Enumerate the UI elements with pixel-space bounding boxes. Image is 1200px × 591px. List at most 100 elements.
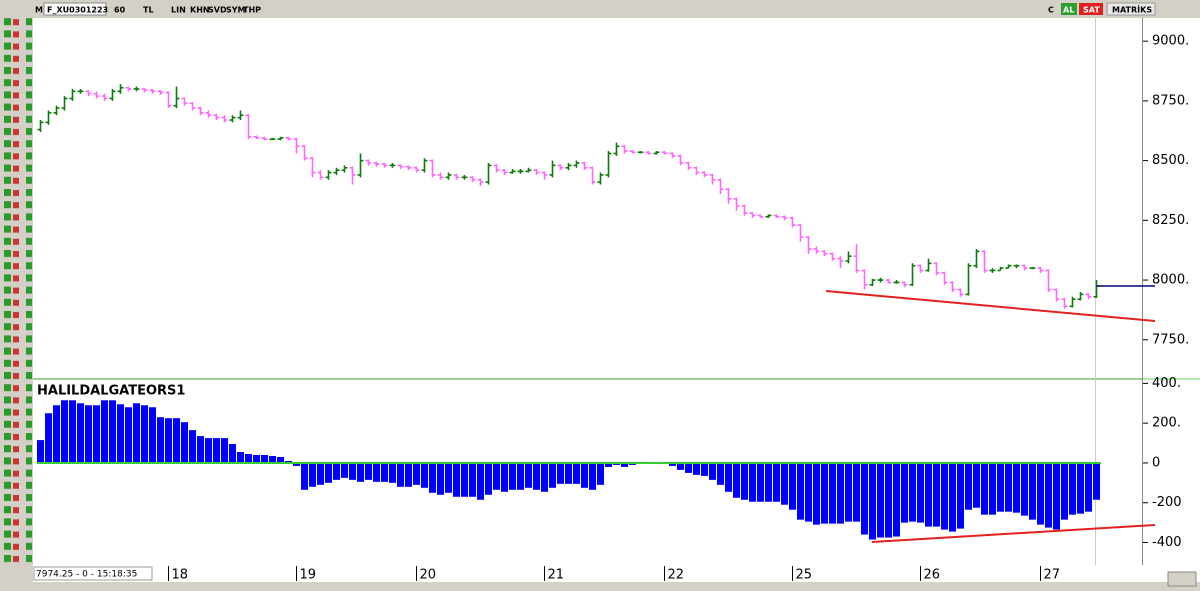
histogram-bar (989, 462, 996, 515)
y-tick-label: 8000. (1152, 273, 1189, 288)
toolbar-item[interactable]: KHN (190, 6, 210, 15)
histogram-bar (1061, 462, 1068, 520)
histogram-bar (341, 462, 348, 478)
histogram-bar (261, 454, 268, 463)
histogram-bar (477, 462, 484, 500)
histogram-bar (109, 400, 116, 463)
toolbar-item[interactable]: M (35, 6, 43, 15)
price-panel (33, 18, 1143, 378)
histogram-bar (325, 462, 332, 483)
histogram-bar (493, 462, 500, 490)
histogram-bar (101, 400, 108, 463)
histogram-bar (429, 462, 436, 493)
sell-button[interactable] (1079, 3, 1103, 15)
histogram-bar (813, 462, 820, 525)
y-tick-label: 0 (1152, 455, 1160, 470)
scroll-button[interactable] (1167, 571, 1197, 587)
histogram-bar (837, 462, 844, 524)
histogram-bar (317, 462, 324, 485)
histogram-bar (469, 462, 476, 497)
histogram-bar (509, 462, 516, 490)
histogram-bar (773, 462, 780, 502)
histogram-bar (597, 462, 604, 485)
histogram-bar (533, 462, 540, 490)
x-tick-label: 19 (300, 568, 317, 583)
tool-icons[interactable] (2, 18, 32, 563)
buy-button[interactable] (1061, 3, 1077, 15)
histogram-bar (1021, 462, 1028, 516)
symbol[interactable]: F_XU0301223 (47, 6, 108, 15)
histogram-bar (701, 462, 708, 476)
histogram-bar (1077, 462, 1084, 514)
histogram-bar (37, 440, 44, 463)
histogram-bar (781, 462, 788, 505)
buy-label[interactable]: AL (1063, 6, 1074, 15)
histogram-bar (861, 462, 868, 535)
x-tick-label: 22 (668, 568, 685, 583)
trend-line[interactable] (871, 524, 1156, 543)
marks: 7750. 8000. 8250. 8500. 8750. 9000. 400. 200. 0 -… (37, 34, 1189, 583)
histogram-bar (909, 462, 916, 522)
x-tick-label: 18 (172, 568, 189, 583)
histogram-bar (501, 462, 508, 492)
histogram-bar (53, 405, 60, 463)
toolbar-item[interactable]: 60 (114, 6, 126, 15)
histogram-bar (941, 462, 948, 530)
histogram-bar (733, 462, 740, 498)
histogram-bar (877, 462, 884, 538)
histogram-bar (525, 462, 532, 488)
sell-label[interactable]: SAT (1083, 6, 1100, 15)
toolbar-item[interactable]: LIN (171, 6, 186, 15)
histogram-bar (981, 462, 988, 515)
value-axis-area (1143, 18, 1200, 565)
histogram-bar (717, 462, 724, 485)
histogram-bar (309, 462, 316, 487)
histogram-bar (693, 462, 700, 475)
histogram-bar (557, 462, 564, 484)
scrollbar[interactable] (33, 582, 1200, 591)
y-tick-label: -200 (1152, 495, 1182, 510)
toolbar-item[interactable]: SVD (208, 6, 227, 15)
histogram-bar (805, 462, 812, 522)
histogram-bar (933, 462, 940, 527)
brand: MATRİKS (1112, 5, 1152, 15)
y-tick-label: 9000. (1152, 34, 1189, 49)
x-tick-label: 26 (924, 568, 941, 583)
histogram-bar (445, 462, 452, 493)
toolbar-item[interactable]: TL (143, 6, 154, 15)
status-text: 7974.25 - 0 - 15:18:35 (36, 570, 137, 580)
x-tick-label: 25 (796, 568, 813, 583)
toolbar-item[interactable]: THP (243, 6, 261, 15)
histogram-bar (461, 462, 468, 497)
histogram-bar (821, 462, 828, 524)
histogram-bar (965, 462, 972, 510)
histogram-bar (1053, 462, 1060, 530)
histogram-bar (669, 462, 676, 466)
status-box (33, 566, 153, 581)
trend-line[interactable] (825, 290, 1156, 322)
histogram-bar (133, 403, 140, 463)
histogram-bar (229, 444, 236, 463)
histogram-bar (621, 462, 628, 467)
histogram-bar (437, 462, 444, 495)
toolbar-item[interactable]: SYM (226, 6, 246, 15)
histogram-bar (157, 417, 164, 463)
histogram-bar (349, 462, 356, 480)
y-tick-label: 7750. (1152, 332, 1189, 347)
toolbar-item[interactable]: C (1048, 6, 1054, 15)
histogram-bar (405, 462, 412, 487)
histogram-bar (389, 462, 396, 483)
histogram-bar (973, 462, 980, 508)
histogram-bar (397, 462, 404, 487)
histogram-bar (141, 405, 148, 463)
histogram-bar (517, 462, 524, 490)
symbol-box[interactable] (43, 2, 107, 16)
histogram-bar (845, 462, 852, 522)
histogram-bar (189, 430, 196, 463)
histogram-bar (1085, 462, 1092, 512)
histogram-bar (789, 462, 796, 510)
histogram-bar (1093, 462, 1100, 500)
x-tick-label: 27 (1044, 568, 1061, 583)
